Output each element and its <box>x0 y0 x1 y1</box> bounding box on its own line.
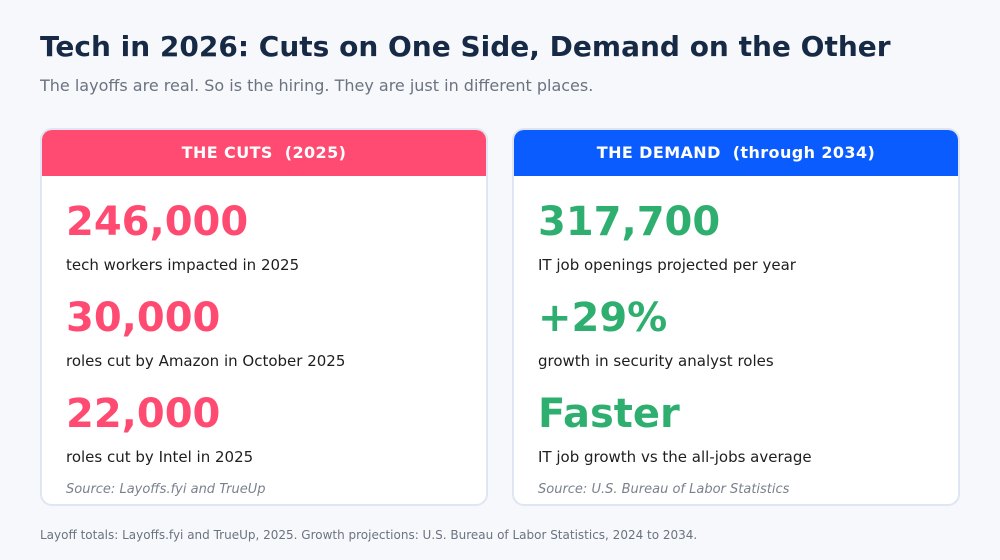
cuts-panel: THE CUTS (2025) 246,000 tech workers imp… <box>40 128 488 506</box>
demand-panel: THE DEMAND (through 2034) 317,700 IT job… <box>512 128 960 506</box>
page-subtitle: The layoffs are real. So is the hiring. … <box>40 76 594 95</box>
cuts-stat-3: 22,000 roles cut by Intel in 2025 <box>66 392 253 466</box>
cuts-stat-1-description: tech workers impacted in 2025 <box>66 256 300 274</box>
cuts-panel-header: THE CUTS (2025) <box>42 130 486 176</box>
cuts-stat-3-description: roles cut by Intel in 2025 <box>66 448 254 466</box>
demand-stat-2: +29% growth in security analyst roles <box>538 296 774 370</box>
demand-stat-1-value: 317,700 <box>538 199 721 245</box>
cuts-stat-2: 30,000 roles cut by Amazon in October 20… <box>66 296 345 370</box>
demand-stat-1: 317,700 IT job openings projected per ye… <box>538 200 796 274</box>
demand-stat-3-description: IT job growth vs the all-jobs average <box>538 448 812 466</box>
demand-stat-2-value: +29% <box>538 295 668 341</box>
cuts-source: Source: Layoffs.fyi and TrueUp <box>66 482 266 497</box>
cuts-stat-1: 246,000 tech workers impacted in 2025 <box>66 200 299 274</box>
demand-stat-3: Faster IT job growth vs the all-jobs ave… <box>538 392 812 466</box>
cuts-stat-2-description: roles cut by Amazon in October 2025 <box>66 352 346 370</box>
cuts-stat-1-value: 246,000 <box>66 199 249 245</box>
demand-stat-2-description: growth in security analyst roles <box>538 352 774 370</box>
cuts-stat-2-value: 30,000 <box>66 295 221 341</box>
cuts-stat-3-value: 22,000 <box>66 391 221 437</box>
demand-stat-1-description: IT job openings projected per year <box>538 256 796 274</box>
demand-source: Source: U.S. Bureau of Labor Statistics <box>538 482 790 497</box>
demand-stat-3-value: Faster <box>538 391 680 437</box>
page-title: Tech in 2026: Cuts on One Side, Demand o… <box>40 30 891 63</box>
footer-note: Layoff totals: Layoffs.fyi and TrueUp, 2… <box>40 528 698 542</box>
demand-panel-header: THE DEMAND (through 2034) <box>514 130 958 176</box>
